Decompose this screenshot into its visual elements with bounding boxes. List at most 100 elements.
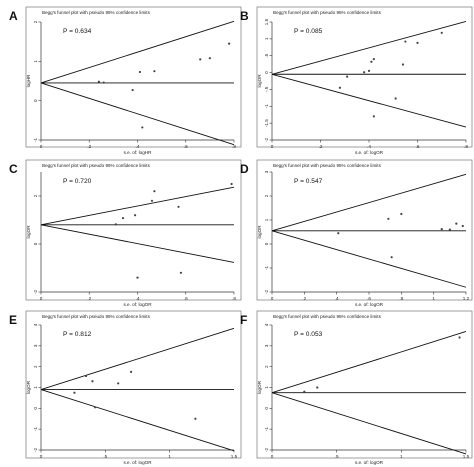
panel-letter: F [240,313,247,327]
y-axis-label: logOR [257,74,262,88]
p-value-annotation: P = 0.053 [294,331,323,338]
x-tick-label: .6 [184,296,188,301]
study-point [179,271,183,274]
funnel-panel-d: D Begg's funnel plot with pseudo 95% conf… [240,159,473,307]
y-tick-label: 0 [33,242,38,245]
x-tick-label: .2 [319,144,323,149]
y-tick-label: 0 [264,71,269,74]
x-tick-label: .8 [232,144,236,149]
study-point [303,390,306,393]
p-value-annotation: P = 0.547 [294,178,323,185]
x-tick-label: 1.5 [463,454,470,459]
study-point [121,216,125,220]
study-point [440,228,443,231]
x-tick-label: .4 [136,296,140,301]
x-axis-label: s.e. of: logHR [124,150,153,155]
study-point [73,391,76,394]
panel-frame [256,159,473,301]
study-point [153,190,156,193]
y-tick-label: -.5 [264,86,269,92]
y-tick-label: -1 [264,427,269,432]
upper-confidence-limit [271,173,467,232]
y-tick-label: 2 [264,194,269,197]
x-axis-label: s.e. of: logOR [123,302,152,307]
study-point [102,81,105,84]
y-axis-label: logHR [26,74,31,87]
panel-letter: E [9,313,17,327]
upper-confidence-limit [271,331,467,394]
study-point [141,126,144,129]
y-tick-label: 2 [33,194,38,197]
x-axis-label: s.e. of: logOR [355,460,384,465]
lower-confidence-limit [40,224,235,263]
y-tick-label: -1 [33,138,38,143]
y-tick-label: 4 [264,323,269,326]
study-point [404,40,407,43]
y-tick-label: 0 [33,99,38,102]
lower-confidence-limit [271,73,467,128]
study-point [346,75,349,78]
study-point [458,336,461,339]
y-tick-label: .5 [264,53,269,57]
funnel-panel-c: C Begg's funnel plot with pseudo 95% conf… [9,159,242,307]
x-tick-label: 1.5 [231,454,238,459]
study-point [440,31,443,34]
x-axis-label: s.e. of: logOR [355,150,384,155]
study-point [208,57,211,60]
y-tick-label: 3 [33,344,38,347]
x-axis-label: s.e. of: logOR [123,460,152,465]
x-tick-label: .5 [335,454,339,459]
x-tick-label: 0 [40,144,43,149]
study-point [133,214,137,217]
x-tick-label: .2 [87,144,91,149]
study-point [93,406,97,409]
study-point [316,386,319,389]
p-value-annotation: P = 0.634 [63,28,92,35]
x-tick-label: 0 [271,296,274,301]
panel-title: Begg's funnel plot with pseudo 95% confi… [42,163,151,168]
y-tick-label: 1 [33,386,38,389]
x-tick-label: .6 [367,296,371,301]
lower-confidence-limit [271,230,467,288]
study-point [400,212,403,216]
y-tick-label: -1 [33,427,38,432]
x-axis-label: s.e. of: logOR [355,302,384,307]
y-axis-label: logOR [257,380,262,394]
y-tick-label: -1 [264,266,269,271]
study-point [84,374,88,378]
x-tick-label: .8 [399,296,403,301]
x-tick-label: .5 [103,454,107,459]
x-tick-label: 1 [168,454,171,459]
x-tick-label: 0 [271,454,274,459]
x-tick-label: .4 [367,144,371,149]
x-tick-label: .2 [87,296,91,301]
study-point [177,205,180,208]
study-point [372,115,375,118]
y-tick-label: 3 [264,170,269,173]
x-tick-label: 1.2 [463,296,470,301]
upper-confidence-limit [271,20,467,75]
x-tick-label: 0 [271,144,274,149]
y-tick-label: 1 [264,386,269,389]
y-tick-label: 0 [264,407,269,410]
funnel-panel-f: F Begg's funnel plot with pseudo 95% conf… [240,310,473,465]
p-value-annotation: P = 0.812 [63,331,92,338]
y-tick-label: 3 [264,344,269,347]
y-tick-label: 2 [33,20,38,23]
p-value-annotation: P = 0.085 [294,28,323,35]
study-point [129,370,133,373]
funnel-panel-a: A Begg's funnel plot with pseudo 95% conf… [9,6,242,155]
study-point [461,224,464,228]
y-tick-label: -2 [264,448,269,453]
x-tick-label: .2 [302,296,306,301]
study-point [228,42,231,45]
funnel-panel-e: E Begg's funnel plot with pseudo 95% conf… [9,310,242,465]
lower-confidence-limit [40,82,235,146]
study-point [131,88,134,92]
y-tick-label: 4 [33,323,38,326]
x-tick-label: 0 [40,454,43,459]
y-axis-label: logOR [26,225,31,239]
study-point [153,70,156,73]
study-point [448,228,451,231]
